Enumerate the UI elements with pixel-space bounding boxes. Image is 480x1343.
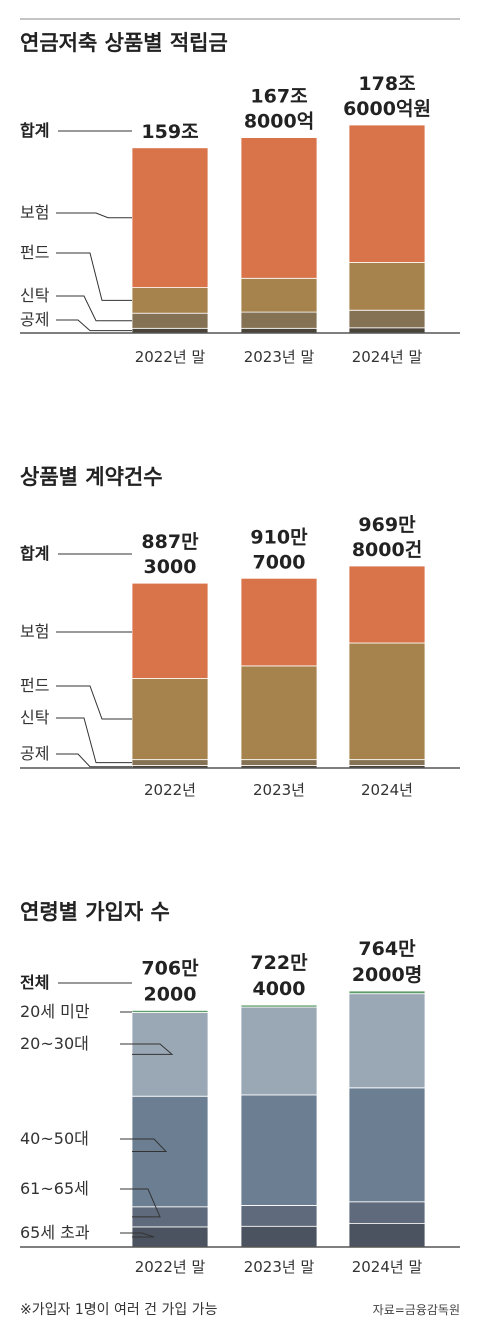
total-value-label: 887만 [141,531,199,553]
total-value-label: 910만 [250,526,308,548]
series-label: 공제 [20,744,49,763]
total-value-label: 764만 [358,938,416,960]
series-label: 공제 [20,310,49,329]
x-tick-label: 2022년 [144,781,196,799]
leader-line [56,252,132,301]
total-label: 합계 [20,544,49,563]
total-value-label: 167조 [250,86,307,108]
bar-segment [240,1094,318,1206]
total-value-label: 3000 [144,556,197,578]
total-value-label: 8000억 [244,111,314,133]
x-tick-label: 2024년 말 [352,1258,423,1276]
bar-segment [348,565,426,644]
series-label: 65세 초과 [20,1223,90,1242]
chart-title: 연금저축 상품별 적립금 [20,31,228,55]
bar-segment [348,1201,426,1225]
bar-segment [131,759,209,766]
x-tick-label: 2023년 [253,781,305,799]
x-tick-label: 2024년 말 [352,348,423,366]
total-value-label: 7000 [253,551,306,573]
bar-segment [131,287,209,314]
bar-segment [240,665,318,761]
bar-segment [348,993,426,1089]
chart-title: 연령별 가입자 수 [20,900,170,924]
series-label: 20세 미만 [20,1002,90,1021]
bar-segment [240,759,318,766]
bar-segment [348,990,426,995]
bar-segment [240,577,318,667]
bar-segment [131,678,209,761]
bar-segment [131,1010,209,1013]
series-label: 신탁 [20,286,50,305]
leader-line [120,1188,161,1218]
total-value-label: 706만 [141,957,199,979]
bar-segment [348,309,426,329]
total-value-label: 178조 [358,73,415,95]
bar-segment [348,1223,426,1248]
source-label: 자료=금융감독원 [373,1303,460,1317]
leader-line [56,319,132,332]
total-value-label: 2000명 [352,964,422,986]
series-label: 40~50대 [20,1129,89,1148]
series-label: 신탁 [20,708,50,727]
total-value-label: 2000 [144,983,197,1005]
series-label: 20~30대 [20,1034,89,1053]
total-value-label: 8000건 [352,539,422,561]
leader-line [56,753,132,768]
series-label: 보험 [20,622,49,641]
x-tick-label: 2022년 말 [135,348,206,366]
bar-segment [240,1205,318,1227]
total-value-label: 159조 [141,121,198,143]
x-tick-label: 2022년 말 [135,1258,206,1276]
x-tick-label: 2023년 말 [244,348,315,366]
total-value-label: 722만 [250,952,308,974]
bar-segment [348,759,426,766]
total-label: 전체 [20,973,49,992]
total-value-label: 4000 [253,978,306,1000]
series-label: 61~65세 [20,1179,89,1198]
bar-segment [131,582,209,679]
bar-segment [348,124,426,263]
bar-segment [240,1004,318,1008]
bar-segment [348,642,426,760]
leader-line [120,1043,174,1055]
bar-segment [240,1006,318,1096]
total-value-label: 969만 [358,514,416,536]
bar-segment [348,327,426,334]
leader-line [56,295,132,322]
leader-line [56,685,132,720]
bar-segment [240,1225,318,1248]
series-label: 보험 [20,203,49,222]
leader-line [56,717,132,764]
bar-segment [348,262,426,311]
x-tick-label: 2024년 [361,781,413,799]
series-label: 펀드 [20,676,49,695]
total-label: 합계 [20,121,49,140]
x-tick-label: 2023년 말 [244,1258,315,1276]
bar-segment [240,137,318,279]
chart-title: 상품별 계약건수 [20,465,163,489]
series-label: 펀드 [20,243,49,262]
total-value-label: 6000억원 [343,98,431,120]
bar-segment [240,311,318,329]
leader-line [56,212,132,219]
bar-segment [348,1087,426,1203]
leader-line [120,1138,168,1153]
footnote: ※가입자 1명이 여러 건 가입 가능 [20,1302,218,1318]
bar-segment [131,147,209,289]
bar-segment [131,312,209,329]
leader-line [120,1232,155,1238]
bar-segment [240,277,318,313]
